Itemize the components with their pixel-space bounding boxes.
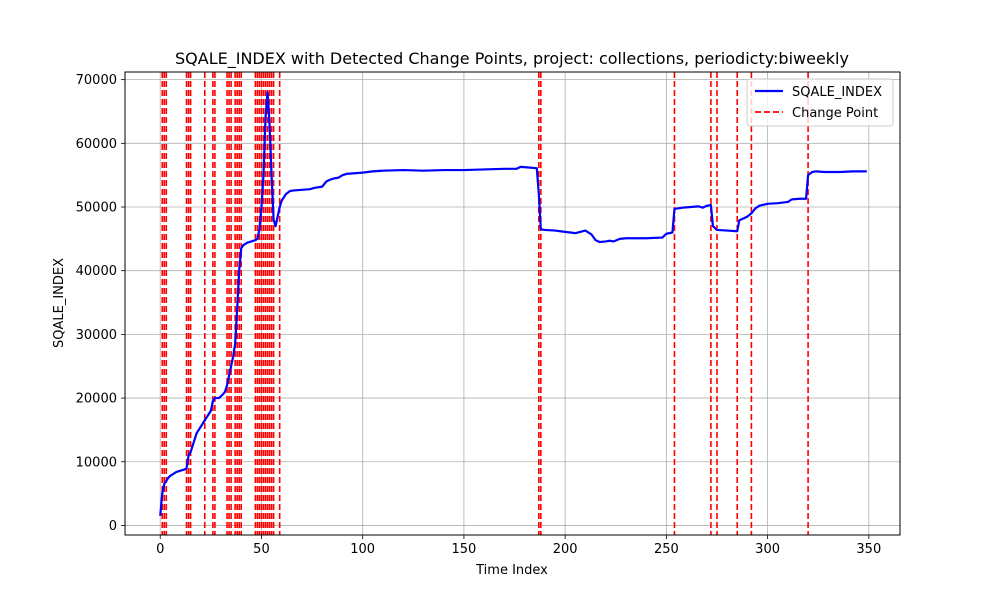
x-axis-label: Time Index [475,563,548,578]
x-tick-label: 200 [553,542,578,557]
y-tick-label: 50000 [76,201,117,216]
x-axis: 0 50 100 150 200 250 300 350 [156,535,881,557]
x-tick-label: 350 [856,542,881,557]
chart-title: SQALE_INDEX with Detected Change Points,… [175,49,849,69]
x-tick-label: 100 [350,542,375,557]
legend-box [746,78,894,127]
x-tick-label: 250 [654,542,679,557]
change-points [161,72,809,535]
x-tick-label: 50 [253,542,270,557]
legend-label-change-point: Change Point [792,106,878,121]
y-tick-label: 70000 [76,73,117,88]
y-tick-label: 20000 [76,392,117,407]
y-tick-label: 10000 [76,455,117,470]
y-axis: 0 10000 20000 30000 40000 50000 60000 70000 [76,73,125,534]
x-tick-label: 150 [451,542,476,557]
sqale-index-line [159,91,867,516]
grid [125,72,900,535]
y-tick-label: 60000 [76,137,117,152]
x-tick-label: 300 [755,542,780,557]
legend: SQALE_INDEX Change Point [746,78,894,127]
y-axis-label: SQALE_INDEX [52,258,67,348]
x-tick-label: 0 [156,542,164,557]
y-tick-label: 30000 [76,328,117,343]
series-line [159,91,867,516]
y-tick-label: 0 [109,519,117,534]
y-tick-label: 40000 [76,264,117,279]
plot-area-frame [124,71,901,536]
legend-label-sqale: SQALE_INDEX [792,85,882,100]
